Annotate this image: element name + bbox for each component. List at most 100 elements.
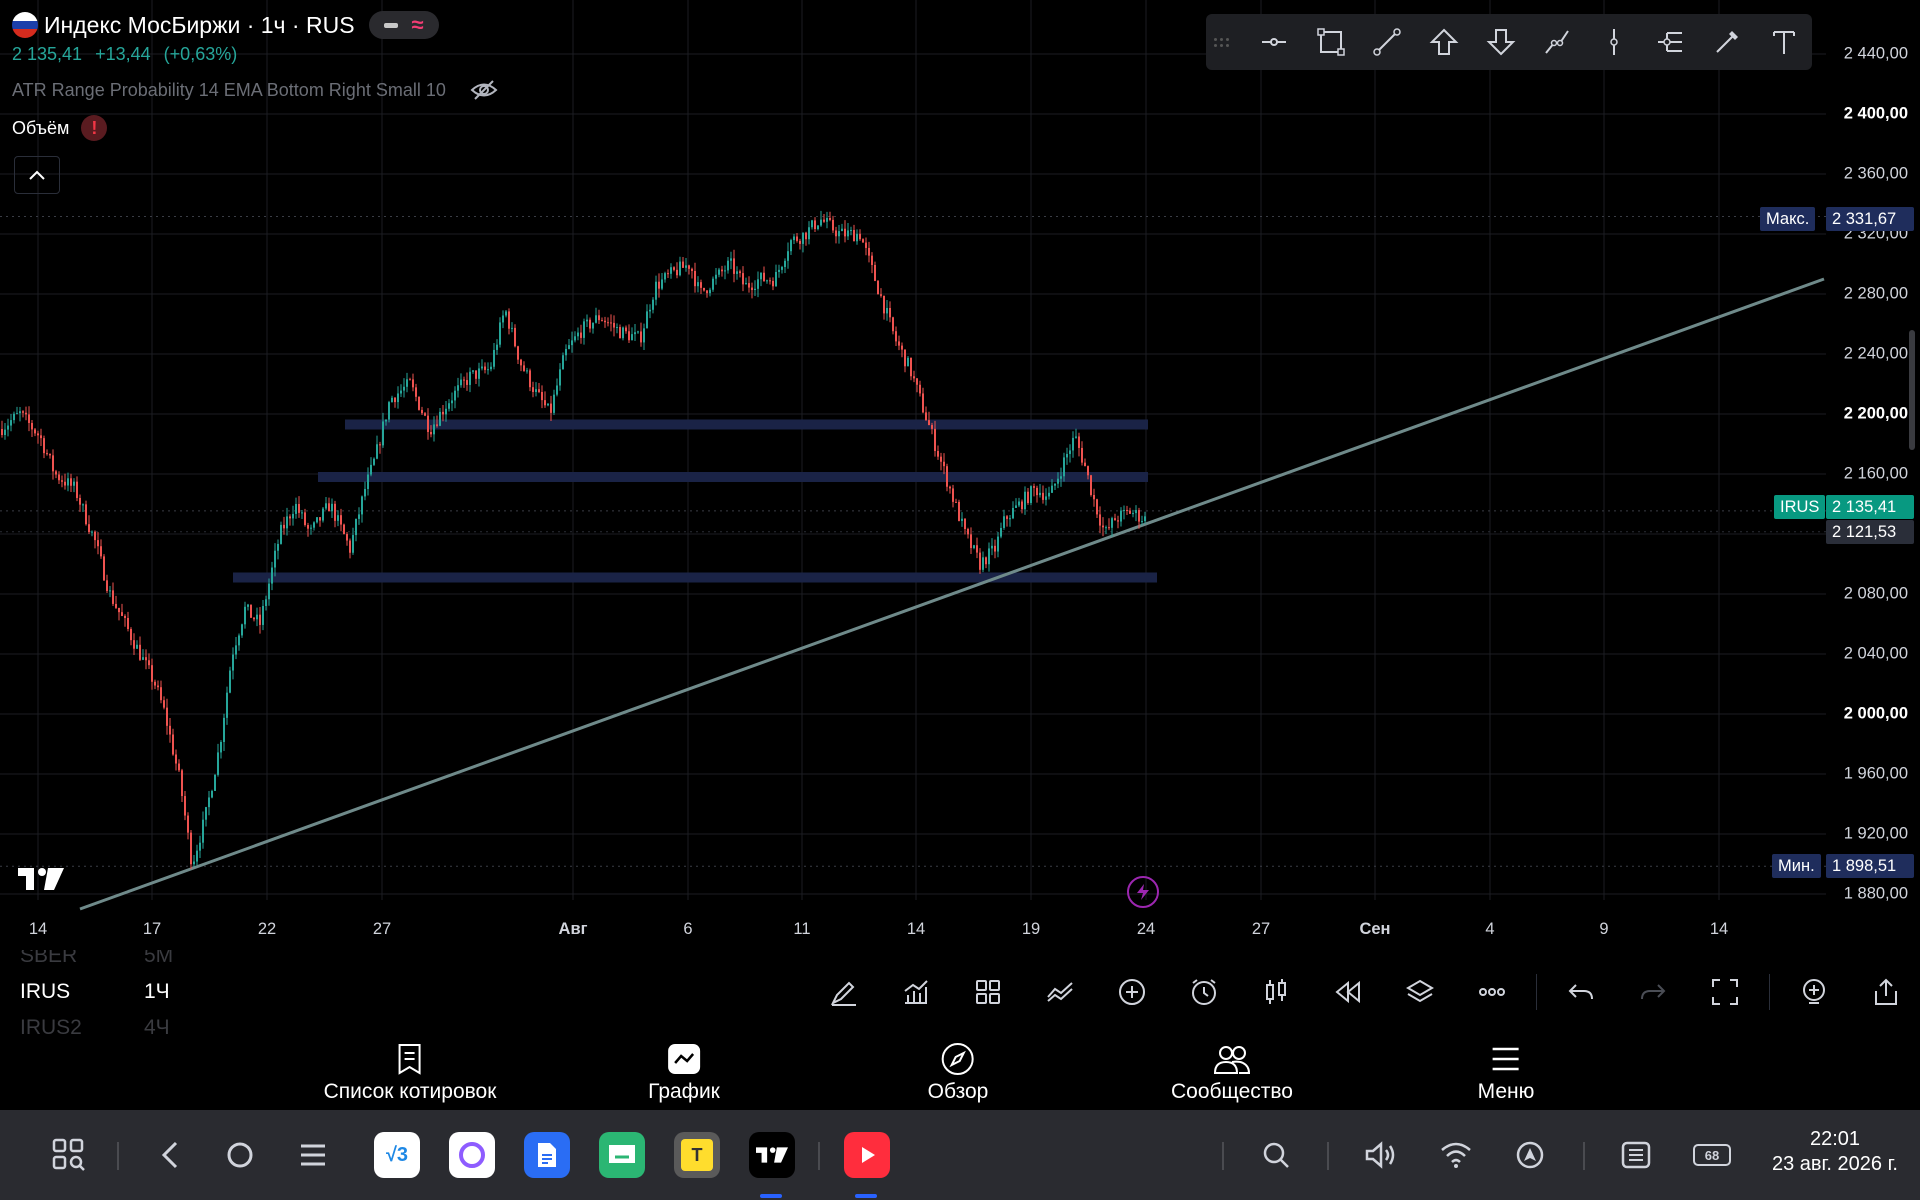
wheel-row[interactable]: IRUS2 4Ч <box>20 1016 170 1036</box>
candle-body <box>13 413 15 421</box>
more-icon[interactable] <box>1456 962 1528 1022</box>
alert-icon[interactable] <box>1168 962 1240 1022</box>
chart-canvas[interactable] <box>0 0 1920 920</box>
app-docs-icon[interactable] <box>524 1132 570 1178</box>
candle-body <box>214 774 216 791</box>
candle-body <box>1111 518 1113 528</box>
nav-watchlist[interactable]: Список котировок <box>324 1042 496 1104</box>
rectangle-icon[interactable] <box>1303 14 1360 70</box>
candle-body <box>430 431 432 435</box>
undo-icon[interactable] <box>1545 962 1617 1022</box>
candle-body <box>97 540 99 547</box>
warning-icon[interactable]: ! <box>81 115 108 141</box>
candle-body <box>703 287 705 291</box>
indicator-legend[interactable]: ATR Range Probability 14 EMA Bottom Righ… <box>12 79 498 101</box>
system-clock[interactable]: 22:01 23 авг. 2026 г. <box>1760 1128 1910 1176</box>
candle-body <box>1105 527 1107 529</box>
time-tick-label: 14 <box>1709 920 1729 938</box>
nav-community-label: Сообщество <box>1171 1080 1293 1103</box>
candle-body <box>64 481 66 486</box>
time-axis[interactable]: 14 17 22 27 Авг 6 11 14 19 24 27 Сен 4 9 14 <box>0 920 1826 944</box>
time-tick-label: 19 <box>1021 920 1041 938</box>
app-tbank-icon[interactable]: T <box>674 1132 720 1178</box>
market-status-pill[interactable]: ≈ <box>368 11 439 39</box>
candle-body <box>847 230 849 237</box>
templates-icon[interactable] <box>952 962 1024 1022</box>
nav-menu[interactable]: Меню <box>1478 1042 1534 1104</box>
drag-handle-icon[interactable] <box>1214 37 1230 47</box>
candles-icon[interactable] <box>1240 962 1312 1022</box>
app-alice-icon[interactable] <box>449 1132 495 1178</box>
drawing-toolbar[interactable] <box>1206 14 1812 70</box>
price-axis[interactable]: 2 440,00 2 400,00 2 360,00 2 320,00 2 280,00… <box>1826 0 1920 920</box>
location-icon[interactable] <box>1512 1132 1548 1178</box>
candle-body <box>1018 501 1020 506</box>
compare-icon[interactable] <box>1024 962 1096 1022</box>
candle-body <box>967 528 969 535</box>
chart-bottom-toolbar[interactable] <box>808 962 1920 1022</box>
pitchfork-icon[interactable] <box>1642 14 1699 70</box>
app-vector-icon[interactable]: √3 <box>374 1132 420 1178</box>
candle-body <box>439 411 441 426</box>
fullscreen-icon[interactable] <box>1689 962 1761 1022</box>
symbol-tag-label: IRUS <box>1774 495 1826 519</box>
redo-icon[interactable] <box>1617 962 1689 1022</box>
symbol-picker-wheel[interactable]: SBER 5M IRUS 1Ч IRUS2 4Ч <box>0 950 340 1036</box>
recents-icon[interactable] <box>295 1132 331 1178</box>
candle-body <box>673 267 675 270</box>
eye-hidden-icon[interactable] <box>470 79 498 101</box>
path-icon[interactable] <box>1529 14 1586 70</box>
indicators-icon[interactable] <box>880 962 952 1022</box>
candle-body <box>412 379 414 388</box>
nav-explore[interactable]: Обзор <box>928 1042 988 1104</box>
share-icon[interactable] <box>1850 962 1920 1022</box>
candle-body <box>916 378 918 385</box>
candle-body <box>28 414 30 423</box>
vertical-line-icon[interactable] <box>1586 14 1643 70</box>
replay-icon[interactable] <box>1312 962 1384 1022</box>
nav-community[interactable]: Сообщество <box>1171 1042 1293 1104</box>
home-icon[interactable] <box>222 1132 258 1178</box>
chart-area[interactable]: Индекс МосБиржи · 1ч · RUS ≈ 2 135,41 +1… <box>0 0 1920 920</box>
horizontal-ray-icon[interactable] <box>1246 14 1303 70</box>
layers-icon[interactable] <box>1384 962 1456 1022</box>
candle-body <box>169 725 171 735</box>
app-drawer-icon[interactable] <box>46 1132 92 1178</box>
bottom-navigation[interactable]: Список котировок График Обзор Сообщество… <box>0 1036 1920 1110</box>
candle-body <box>1051 485 1053 493</box>
trend-line-icon[interactable] <box>1359 14 1416 70</box>
brush-icon[interactable] <box>808 962 880 1022</box>
wheel-row[interactable]: SBER 5M <box>20 950 173 968</box>
candle-body <box>1000 527 1002 537</box>
volume-legend[interactable]: Объём ! <box>12 115 498 141</box>
chart-nav-icon <box>668 1044 700 1074</box>
text-icon[interactable] <box>1755 14 1812 70</box>
back-icon[interactable] <box>152 1132 188 1178</box>
volume-icon[interactable] <box>1362 1132 1398 1178</box>
candle-body <box>781 266 783 270</box>
add-icon[interactable] <box>1096 962 1168 1022</box>
brush-icon[interactable] <box>1699 14 1756 70</box>
arrow-down-icon[interactable] <box>1472 14 1529 70</box>
app-tradingview-icon[interactable] <box>749 1132 795 1178</box>
notifications-list-icon[interactable] <box>1618 1132 1654 1178</box>
system-taskbar[interactable]: √3 T 68 22:01 23 авг. 2026 г. <box>0 1110 1920 1200</box>
app-video-icon[interactable] <box>844 1132 890 1178</box>
arrow-up-icon[interactable] <box>1416 14 1473 70</box>
zoom-icon[interactable] <box>1778 962 1850 1022</box>
app-presentation-icon[interactable] <box>599 1132 645 1178</box>
candle-body <box>298 503 300 513</box>
candle-body <box>247 604 249 607</box>
symbol-title[interactable]: Индекс МосБиржи · 1ч · RUS <box>44 11 355 38</box>
candle-body <box>1042 492 1044 500</box>
search-icon[interactable] <box>1258 1132 1294 1178</box>
candle-body <box>730 258 732 261</box>
collapse-legend-button[interactable] <box>14 156 60 194</box>
nav-chart-label: График <box>648 1080 720 1103</box>
candle-body <box>100 546 102 557</box>
candle-body <box>67 478 69 486</box>
wifi-icon[interactable] <box>1438 1132 1474 1178</box>
wheel-row-active[interactable]: IRUS 1Ч <box>20 980 170 1004</box>
nav-chart[interactable]: График <box>648 1042 720 1104</box>
lightning-icon[interactable] <box>1127 876 1159 908</box>
